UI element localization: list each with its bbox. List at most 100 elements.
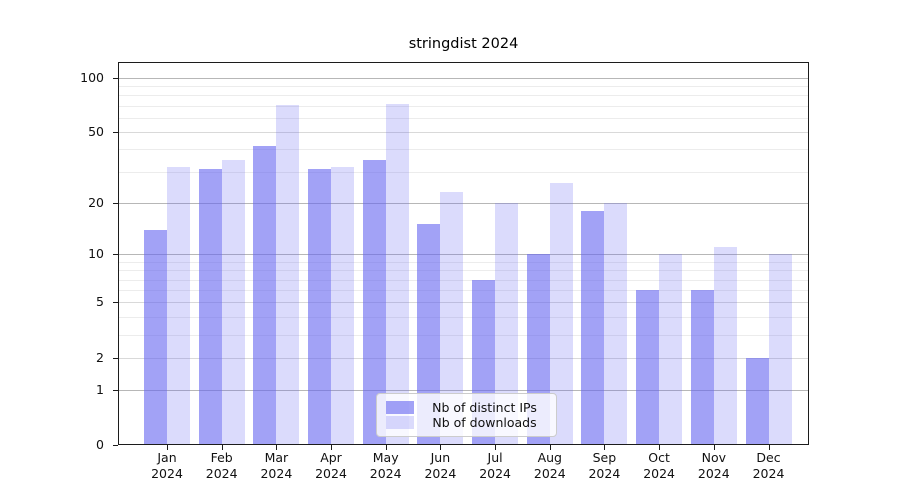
legend-label-distinct-ips: Nb of distinct IPs bbox=[432, 400, 537, 415]
gridline-minor bbox=[118, 316, 809, 318]
bar-ips-jan bbox=[144, 229, 167, 445]
x-tick-jan bbox=[167, 445, 168, 450]
x-tick-label-feb: Feb 2024 bbox=[190, 450, 254, 482]
gridline-minor bbox=[118, 261, 809, 263]
legend-entry-downloads: Nb of downloads bbox=[386, 415, 546, 430]
y-tick-1 bbox=[113, 389, 118, 391]
y-tick-50 bbox=[113, 132, 118, 134]
x-tick-label-oct: Oct 2024 bbox=[627, 450, 691, 482]
x-tick-year: 2024 bbox=[151, 466, 183, 481]
bar-downloads-dec bbox=[768, 254, 792, 445]
gridline-minor bbox=[118, 117, 809, 119]
x-tick-month: Sep bbox=[592, 450, 617, 465]
x-tick-nov bbox=[713, 445, 715, 450]
y-tick-label-1: 1 bbox=[96, 381, 104, 397]
x-tick-month: Jun bbox=[430, 450, 451, 465]
y-tick-0 bbox=[113, 445, 118, 446]
x-tick-label-dec: Dec 2024 bbox=[737, 450, 801, 482]
x-tick-month: Feb bbox=[210, 450, 233, 465]
x-tick-jun bbox=[440, 445, 442, 450]
bar-ips-apr bbox=[308, 169, 331, 445]
x-tick-year: 2024 bbox=[205, 466, 238, 481]
x-tick-sep bbox=[604, 445, 606, 450]
bar-downloads-nov bbox=[713, 247, 737, 445]
x-tick-year: 2024 bbox=[533, 466, 566, 481]
y-tick-label-100: 100 bbox=[80, 69, 104, 85]
bar-downloads-oct bbox=[659, 254, 683, 445]
bar-downloads-jul bbox=[495, 202, 519, 445]
gridline-major-2 bbox=[118, 357, 809, 359]
x-tick-year: 2024 bbox=[424, 466, 457, 481]
bar-ips-jun bbox=[417, 224, 441, 445]
bar-downloads-apr bbox=[331, 166, 354, 445]
y-tick-100 bbox=[113, 77, 118, 79]
x-tick-apr bbox=[331, 445, 332, 450]
y-tick-10 bbox=[113, 254, 118, 256]
gridline-minor bbox=[118, 290, 809, 292]
x-tick-year: 2024 bbox=[260, 466, 293, 481]
gridline-minor bbox=[118, 279, 809, 281]
bar-downloads-aug bbox=[549, 182, 573, 445]
y-tick-label-50: 50 bbox=[88, 124, 104, 140]
x-tick-year: 2024 bbox=[369, 466, 402, 481]
legend-label-downloads: Nb of downloads bbox=[432, 415, 537, 430]
y-tick-label-10: 10 bbox=[88, 246, 104, 262]
gridline-minor bbox=[118, 149, 809, 151]
bar-ips-mar bbox=[253, 145, 277, 445]
y-tick-2 bbox=[113, 357, 118, 359]
x-tick-aug bbox=[549, 445, 551, 450]
gridline-major-20 bbox=[118, 202, 809, 204]
x-tick-month: Dec bbox=[756, 450, 781, 465]
x-tick-year: 2024 bbox=[697, 466, 730, 481]
bar-downloads-sep bbox=[604, 202, 628, 445]
bar-ips-feb bbox=[198, 169, 222, 445]
x-tick-dec bbox=[768, 445, 770, 450]
gridline-major-1 bbox=[118, 389, 809, 391]
gridline-major-100 bbox=[118, 77, 809, 79]
legend-swatch-downloads bbox=[386, 416, 414, 429]
gridline-minor bbox=[118, 95, 809, 97]
bar-ips-dec bbox=[745, 357, 769, 445]
gridline-minor bbox=[118, 270, 809, 272]
bar-downloads-mar bbox=[276, 104, 300, 445]
x-tick-label-jan: Jan 2024 bbox=[135, 450, 199, 482]
x-tick-label-jul: Jul 2024 bbox=[463, 450, 527, 482]
x-tick-label-aug: Aug 2024 bbox=[518, 450, 582, 482]
x-tick-month: Jan bbox=[157, 450, 177, 465]
x-tick-label-mar: Mar 2024 bbox=[244, 450, 308, 482]
x-tick-feb bbox=[221, 445, 223, 450]
y-tick-label-2: 2 bbox=[96, 349, 104, 365]
gridline-minor bbox=[118, 334, 809, 336]
x-tick-year: 2024 bbox=[643, 466, 675, 481]
x-tick-label-sep: Sep 2024 bbox=[572, 450, 636, 482]
x-tick-month: Jul bbox=[487, 450, 503, 465]
y-tick-5 bbox=[113, 302, 118, 304]
x-tick-month: Oct bbox=[648, 450, 670, 465]
bar-downloads-may bbox=[385, 103, 409, 445]
gridline-minor bbox=[118, 105, 809, 107]
x-tick-label-apr: Apr 2024 bbox=[299, 450, 363, 482]
bar-ips-may bbox=[362, 159, 386, 445]
legend-swatch-distinct-ips bbox=[386, 401, 414, 414]
y-tick-label-5: 5 bbox=[96, 294, 104, 310]
gridline-minor bbox=[118, 171, 809, 173]
bar-downloads-jan bbox=[167, 166, 190, 445]
bar-downloads-jun bbox=[440, 192, 464, 445]
gridline-major-50 bbox=[118, 132, 809, 134]
y-tick-label-0: 0 bbox=[96, 437, 104, 452]
gridline-major-5 bbox=[118, 302, 809, 304]
bar-ips-oct bbox=[636, 290, 660, 445]
x-tick-mar bbox=[276, 445, 278, 450]
gridline-minor bbox=[118, 86, 809, 87]
bar-ips-nov bbox=[690, 290, 714, 445]
x-tick-label-jun: Jun 2024 bbox=[408, 450, 472, 482]
chart-title: stringdist 2024 bbox=[408, 36, 519, 52]
plot-area-border bbox=[118, 62, 809, 445]
legend: Nb of distinct IPs Nb of downloads bbox=[376, 393, 557, 437]
y-tick-20 bbox=[113, 202, 118, 204]
x-tick-label-nov: Nov 2024 bbox=[682, 450, 746, 482]
x-tick-month: May bbox=[372, 450, 399, 465]
x-tick-year: 2024 bbox=[588, 466, 621, 481]
gridline-major-10 bbox=[118, 254, 809, 256]
